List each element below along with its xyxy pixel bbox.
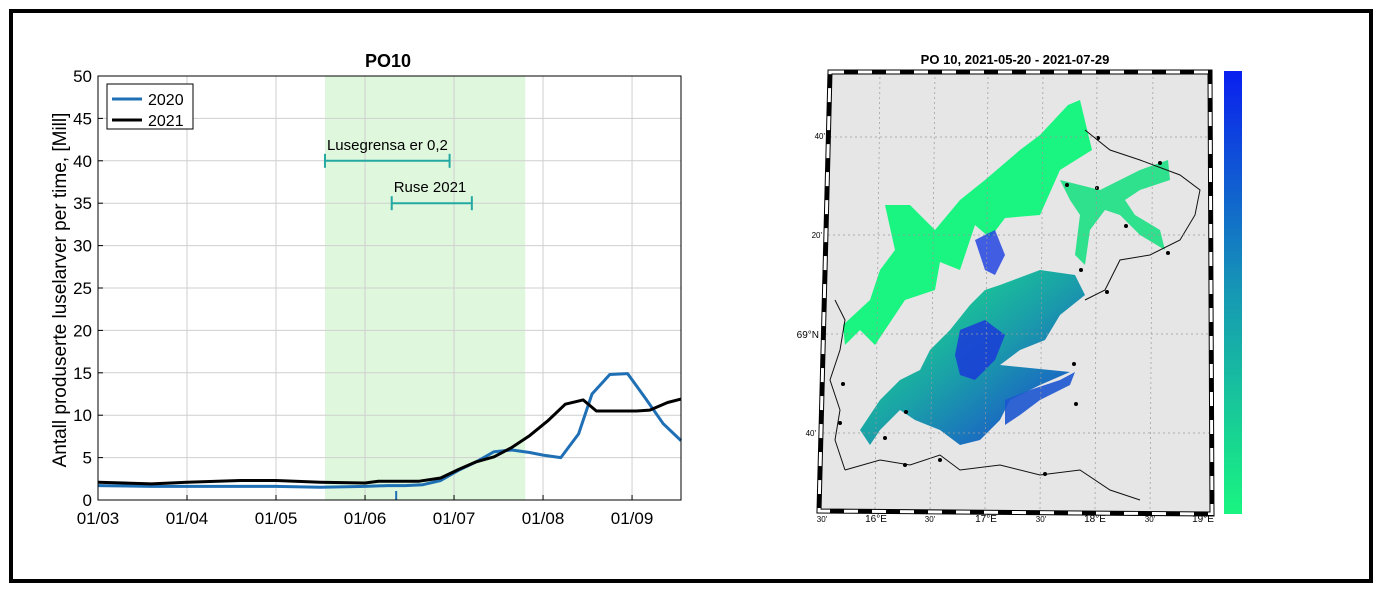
annotation-label: Ruse 2021 (394, 179, 467, 196)
x-tick-label: 01/07 (433, 509, 476, 528)
water-northern-inlet (975, 230, 1005, 275)
map-title: PO 10, 2021-05-20 - 2021-07-29 (921, 52, 1110, 67)
y-tick-label: 15 (73, 364, 92, 383)
y-tick-label: 50 (73, 67, 92, 86)
lon-tick: 30' (1145, 515, 1156, 524)
map-area (816, 69, 1215, 517)
y-tick-label: 25 (73, 279, 92, 298)
lat-tick: 20' (812, 231, 823, 240)
y-tick-label: 10 (73, 406, 92, 425)
y-tick-label: 40 (73, 152, 92, 171)
legend-box (106, 83, 194, 130)
coastline-west (829, 299, 846, 471)
line-chart: Lusegrensa er 0,2 Ruse 2021 0 5 10 15 20 25 30 3… (50, 51, 683, 528)
lon-tick: 19°E (1192, 514, 1214, 525)
x-tick-label: 01/05 (255, 509, 298, 528)
lat-tick-labels: 40' 20' 69°N 40' (797, 132, 826, 438)
lon-tick: 30' (1036, 515, 1047, 524)
lat-tick: 69°N (797, 330, 819, 341)
y-axis-label: Antall produserte luselarver per time, [… (50, 113, 71, 468)
series-line-2021 (97, 397, 682, 486)
x-tick-label: 01/04 (166, 509, 209, 528)
lat-tick: 40' (815, 132, 826, 141)
x-tick-label: 01/08 (522, 509, 565, 528)
colorbar (1224, 71, 1242, 514)
lon-tick: 17°E (975, 514, 997, 525)
lon-tick: 30' (817, 515, 828, 524)
coastline (1084, 129, 1201, 301)
chart-title: PO10 (365, 51, 411, 71)
y-tick-label: 0 (83, 491, 92, 510)
y-tick-label: 45 (73, 109, 92, 128)
y-tick-label: 20 (73, 321, 92, 340)
coastline-south (844, 454, 1141, 501)
graticule (823, 71, 1212, 513)
lat-tick: 40' (806, 429, 817, 438)
x-tick-label: 01/09 (611, 509, 654, 528)
island-markers (838, 136, 1170, 476)
y-tick-label: 5 (83, 449, 92, 468)
lon-tick: 16°E (865, 514, 887, 525)
lon-tick-labels: 30' 16°E 30' 17°E 30' 18°E 30' 19°E (817, 514, 1214, 525)
y-tick-label: 35 (73, 194, 92, 213)
water-southeast-arm (1005, 372, 1075, 425)
legend-label: 2020 (148, 92, 184, 109)
legend: 2020 2021 (106, 83, 194, 130)
y-tick-label: 30 (73, 237, 92, 256)
water-offshore (843, 100, 1092, 345)
lon-tick: 18°E (1084, 514, 1106, 525)
map-frame-dashes (817, 70, 1214, 516)
water-northeast-fjord (1060, 160, 1170, 265)
x-tick-label: 01/06 (344, 509, 387, 528)
lon-tick: 30' (925, 515, 936, 524)
water-inner-arm (955, 320, 1005, 380)
x-tick-label: 01/03 (77, 509, 120, 528)
series-line-2020 (97, 372, 683, 489)
annotation-label: Lusegrensa er 0,2 (327, 137, 448, 154)
legend-label: 2021 (148, 113, 184, 130)
